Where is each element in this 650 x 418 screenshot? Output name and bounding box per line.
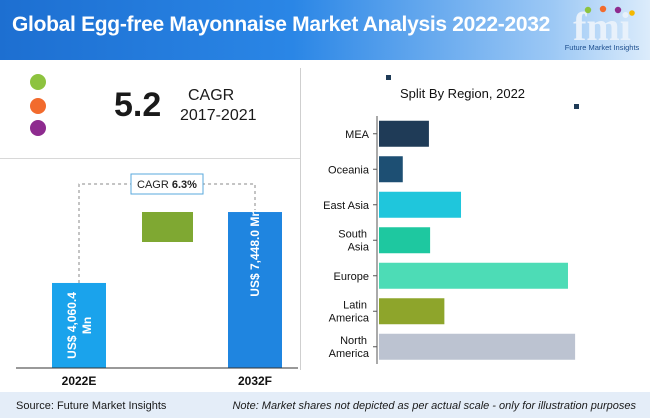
region-label-line: South <box>338 228 367 240</box>
bar-2022E <box>52 282 106 368</box>
region-bar-north-america <box>379 333 576 360</box>
page-title: Global Egg-free Mayonnaise Market Analys… <box>12 13 551 36</box>
bar-value-label: US$ 7,448.0 Mn <box>248 209 262 296</box>
region-bar-europe <box>379 262 568 289</box>
region-bar-south-asia <box>379 227 431 254</box>
region-bar-east-asia <box>379 191 462 218</box>
cagr-annotation-value: 6.3% <box>172 179 197 191</box>
region-label: Latin America <box>329 299 370 324</box>
region-label-line: North <box>340 335 367 347</box>
x-tick-label: 2032F <box>238 374 272 388</box>
region-label-line: Oceania <box>328 164 370 176</box>
cagr-label: CAGR <box>188 87 235 104</box>
cagr-annotation-label: CAGR <box>137 179 172 191</box>
summary-divider <box>0 158 300 159</box>
growth-bar <box>142 212 193 242</box>
region-label: East Asia <box>323 200 370 212</box>
logo-dot-3 <box>614 6 622 14</box>
region-label-line: America <box>329 348 370 360</box>
legend-dot-green <box>30 74 46 90</box>
region-chart-title: Split By Region, 2022 <box>400 86 526 101</box>
region-label: North America <box>329 335 370 360</box>
fmi-logo: fmi <box>573 4 635 49</box>
bar-value-label: US$ 4,060.4Mn <box>65 292 94 359</box>
section-divider <box>300 68 301 370</box>
region-bar-latin-america <box>379 298 445 325</box>
legend-dot-purple <box>30 120 46 136</box>
region-bar-mea <box>379 120 429 147</box>
cagr-annotation-box <box>130 173 204 195</box>
logo-dot-2 <box>599 5 607 13</box>
region-label: South Asia <box>338 228 370 253</box>
bar-value-line: US$ 4,060.4 <box>65 292 79 359</box>
cagr-value: 5.2 <box>114 86 162 124</box>
region-label-line: MEA <box>345 129 370 141</box>
region-label: Europe <box>334 271 369 283</box>
region-label-line: Europe <box>334 271 369 283</box>
header-banner: Global Egg-free Mayonnaise Market Analys… <box>0 0 650 60</box>
bar-value-line: Mn <box>80 317 94 334</box>
logo-dot-1 <box>584 6 592 14</box>
footer: Source: Future Market Insights Note: Mar… <box>0 392 650 418</box>
disclaimer-note: Note: Market shares not depicted as per … <box>232 400 636 412</box>
cagr-annotation: CAGR 6.3% <box>137 179 197 191</box>
region-label: MEA <box>345 129 370 141</box>
region-bar-oceania <box>379 156 403 183</box>
source-note: Source: Future Market Insights <box>16 400 167 412</box>
cagr-period: 2017-2021 <box>180 107 257 124</box>
region-label-line: East Asia <box>323 200 370 212</box>
bar-value-line: US$ 7,448.0 Mn <box>248 209 262 296</box>
region-label-line: America <box>329 312 370 324</box>
region-label: Oceania <box>328 164 370 176</box>
logo-dot-4 <box>629 10 635 16</box>
logo-name: Future Market Insights <box>564 43 640 52</box>
region-label-line: Asia <box>348 241 370 253</box>
legend-dot-orange <box>30 98 46 114</box>
market-size-chart: CAGR 6.3% US$ 4,060.4Mn 2022E US$ 7,448.0 M… <box>16 173 298 388</box>
decor-square <box>386 75 391 80</box>
x-tick-label: 2022E <box>62 374 97 388</box>
region-label-line: Latin <box>343 299 367 311</box>
bar-2032F <box>228 212 282 368</box>
decor-square <box>574 104 579 109</box>
